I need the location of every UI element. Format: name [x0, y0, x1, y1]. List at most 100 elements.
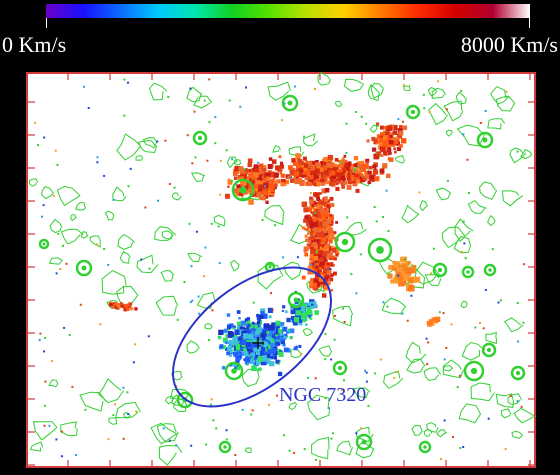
contour — [436, 429, 448, 438]
field-pixel — [215, 427, 218, 430]
source-ring — [224, 361, 244, 381]
source-core — [437, 267, 443, 273]
velocity-pixel — [323, 267, 329, 273]
contour — [32, 421, 58, 441]
velocity-pixel — [373, 141, 377, 145]
field-pixel — [462, 220, 465, 223]
velocity-pixel — [362, 163, 369, 169]
field-pixel — [206, 159, 209, 162]
velocity-pixel — [291, 315, 295, 320]
contour — [401, 204, 420, 224]
velocity-pixel — [275, 341, 280, 346]
velocity-pixel — [244, 186, 248, 190]
frame-ticks — [28, 74, 534, 466]
velocity-pixel — [319, 272, 323, 276]
velocity-pixel — [326, 281, 331, 286]
velocity-pixel — [323, 207, 327, 211]
velocity-pixel — [369, 175, 375, 181]
field-pixel — [191, 299, 194, 302]
velocity-pixel — [325, 274, 329, 279]
velocity-pixel — [266, 336, 272, 342]
velocity-pixel — [294, 178, 301, 185]
field-pixel — [123, 78, 126, 81]
field-pixel — [373, 372, 376, 375]
velocity-pixel — [390, 142, 395, 147]
field-pixel — [280, 119, 283, 122]
velocity-pixel — [388, 151, 392, 155]
velocity-pixel — [262, 313, 268, 319]
velocity-pixel — [353, 163, 358, 168]
source-core — [488, 268, 492, 272]
contour — [435, 187, 451, 201]
field-pixel — [516, 302, 519, 304]
velocity-pixel — [270, 179, 275, 183]
velocity-pixel — [322, 252, 327, 257]
velocity-pixel — [226, 351, 230, 356]
velocity-pixel — [394, 150, 397, 154]
velocity-pixel — [252, 177, 257, 182]
velocity-pixel — [235, 192, 239, 196]
field-pixel — [123, 114, 126, 117]
field-pixel — [122, 437, 125, 440]
velocity-pixel — [310, 235, 315, 240]
velocity-pixel — [114, 305, 117, 308]
velocity-pixel — [233, 176, 238, 180]
velocity-colorbar — [46, 4, 530, 18]
velocity-pixel — [366, 160, 369, 164]
velocity-pixel — [224, 341, 228, 345]
velocity-pixel — [262, 355, 267, 360]
velocity-pixel — [320, 180, 326, 186]
velocity-pixel — [307, 310, 313, 316]
velocity-pixel — [330, 255, 335, 261]
velocity-pixel — [321, 216, 327, 222]
velocity-pixel — [313, 248, 317, 252]
velocity-pixel — [120, 302, 123, 305]
field-pixel — [464, 257, 467, 260]
velocity-pixel — [347, 173, 353, 179]
velocity-pixel — [261, 166, 267, 172]
velocity-pixel — [313, 213, 317, 217]
velocity-pixel — [346, 167, 350, 170]
field-pixel — [460, 89, 463, 92]
velocity-pixel — [393, 125, 398, 130]
velocity-pixel — [123, 307, 128, 312]
velocity-pixel — [328, 232, 334, 238]
field-pixel — [218, 262, 221, 265]
field-pixel — [251, 409, 254, 412]
field-pixel — [219, 159, 222, 162]
velocity-pixel — [320, 161, 324, 165]
velocity-pixel — [396, 146, 402, 151]
velocity-pixel — [315, 265, 319, 268]
velocity-pixel — [273, 185, 277, 190]
field-pixel — [376, 124, 379, 127]
velocity-pixel — [256, 334, 262, 340]
velocity-pixel — [365, 158, 370, 163]
velocity-pixel — [368, 166, 373, 170]
velocity-pixel — [303, 246, 309, 252]
contour — [48, 379, 59, 388]
velocity-pixel — [267, 343, 272, 348]
velocity-pixel — [321, 166, 328, 173]
contour — [453, 236, 472, 254]
field-pixel — [293, 451, 296, 454]
field-pixel — [282, 256, 285, 259]
field-pixel — [134, 343, 137, 346]
source-core — [361, 439, 367, 445]
velocity-pixel — [249, 355, 253, 359]
contour — [456, 124, 486, 147]
velocity-pixel — [313, 165, 317, 169]
contour — [49, 218, 63, 234]
velocity-pixel — [330, 203, 335, 208]
velocity-pixel — [280, 322, 285, 326]
velocity-pixel — [269, 361, 275, 367]
velocity-pixel — [321, 188, 327, 194]
velocity-pixel — [129, 303, 132, 306]
velocity-pixel — [256, 174, 262, 180]
velocity-pixel — [300, 170, 303, 174]
velocity-pixel — [365, 174, 371, 180]
velocity-pixel — [325, 180, 330, 185]
velocity-pixel — [222, 337, 228, 343]
field-pixel — [39, 332, 42, 335]
field-pixel — [466, 158, 469, 161]
velocity-pixel — [320, 237, 327, 243]
